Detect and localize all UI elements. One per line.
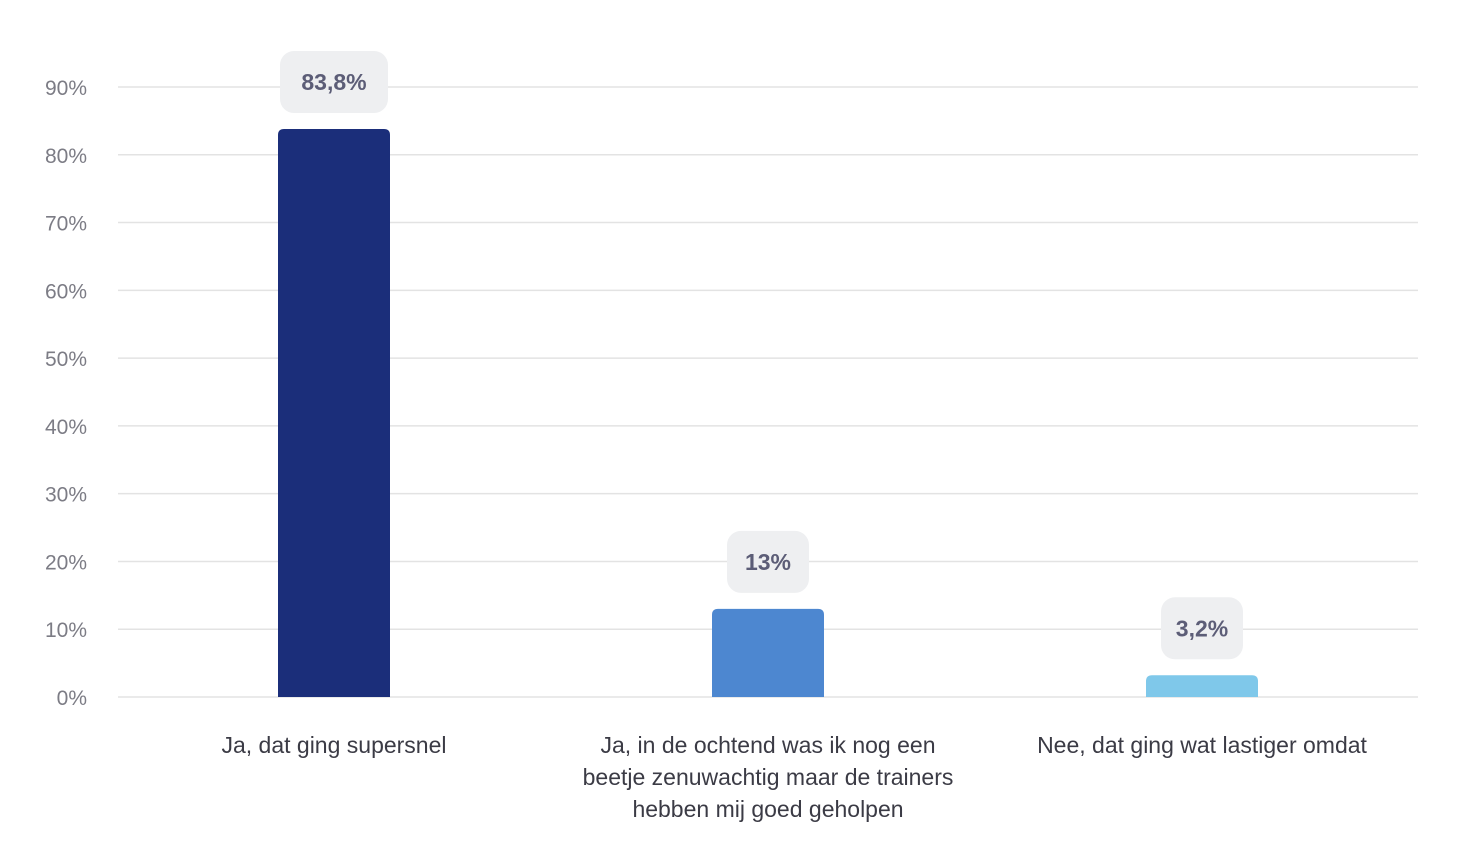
x-category-line: beetje zenuwachtig maar de trainers: [583, 764, 954, 790]
value-label-1: 83,8%: [301, 69, 366, 95]
y-tick-label: 20%: [45, 551, 87, 574]
y-tick-label: 0%: [57, 687, 87, 710]
y-tick-label: 10%: [45, 619, 87, 642]
value-label-bg-1: [280, 51, 388, 114]
x-category-label-1: Ja, dat ging supersnel: [221, 732, 446, 758]
bar-1: [278, 129, 390, 697]
x-category-line: Nee, dat ging wat lastiger omdat: [1037, 732, 1367, 758]
y-tick-label: 60%: [45, 280, 87, 303]
bars: [278, 129, 1258, 697]
y-tick-label: 70%: [45, 213, 87, 236]
value-label-bg-2: [727, 530, 809, 593]
value-label-3: 3,2%: [1176, 615, 1228, 641]
y-tick-label: 80%: [45, 145, 87, 168]
value-label-bg-3: [1161, 597, 1243, 660]
x-axis-labels: Ja, dat ging supersnel Ja, in de ochtend …: [221, 732, 1367, 822]
x-category-line: Ja, dat ging supersnel: [221, 732, 446, 758]
y-tick-label: 90%: [45, 77, 87, 100]
bar-3: [1146, 675, 1258, 697]
x-category-line: hebben mij goed geholpen: [632, 796, 903, 822]
value-label-2: 13%: [745, 549, 791, 575]
y-tick-label: 50%: [45, 348, 87, 371]
value-labels: 83,8% 13% 3,2%: [280, 51, 1243, 660]
x-category-label-2: Ja, in de ochtend was ik nog een beetje z…: [583, 732, 954, 822]
y-tick-label: 30%: [45, 484, 87, 507]
x-category-label-3: Nee, dat ging wat lastiger omdat: [1037, 732, 1367, 758]
y-axis-ticks: 0% 10% 20% 30% 40% 50% 60% 70% 80% 90%: [45, 77, 87, 710]
y-tick-label: 40%: [45, 416, 87, 439]
bar-2: [712, 608, 824, 697]
x-category-line: Ja, in de ochtend was ik nog een: [600, 732, 935, 758]
